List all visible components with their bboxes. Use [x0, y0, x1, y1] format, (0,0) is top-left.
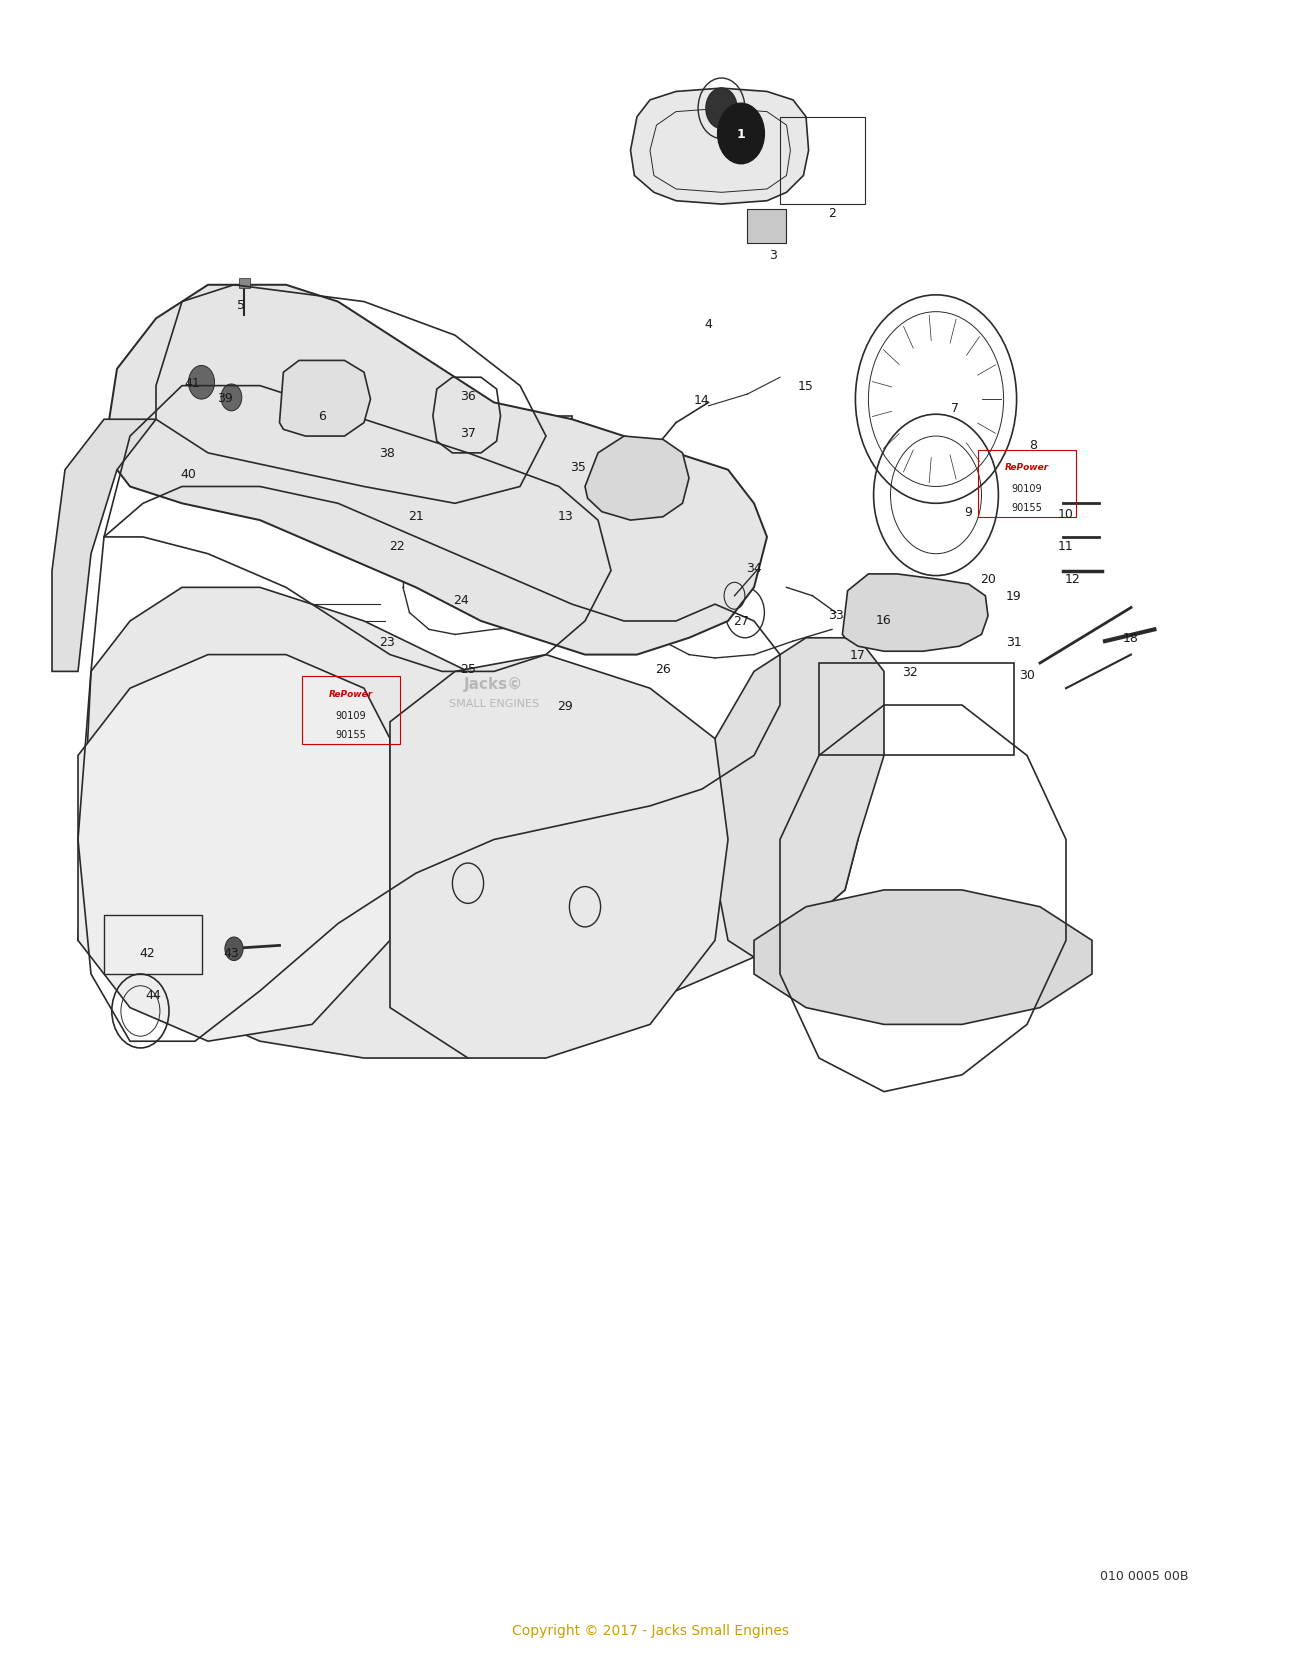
Bar: [978, 450, 1076, 517]
Text: Jacks©: Jacks©: [464, 677, 524, 690]
Text: 22: 22: [389, 539, 404, 553]
Text: 90155: 90155: [335, 729, 367, 739]
Text: 20: 20: [980, 573, 996, 586]
Circle shape: [395, 561, 411, 581]
Text: 1: 1: [737, 128, 745, 141]
Bar: [747, 210, 786, 244]
Text: 32: 32: [902, 665, 918, 679]
Bar: [104, 916, 202, 974]
Text: 36: 36: [460, 390, 476, 403]
Polygon shape: [390, 655, 728, 1058]
Text: 12: 12: [1065, 573, 1080, 586]
Polygon shape: [52, 420, 156, 672]
Text: 44: 44: [146, 988, 161, 1001]
Text: RePower: RePower: [329, 689, 373, 699]
Bar: [507, 417, 572, 484]
Text: Copyright © 2017 - Jacks Small Engines: Copyright © 2017 - Jacks Small Engines: [511, 1623, 789, 1636]
Text: 17: 17: [850, 648, 866, 662]
Text: 41: 41: [185, 376, 200, 390]
Polygon shape: [78, 588, 858, 1058]
Text: 14: 14: [694, 393, 710, 407]
Text: 010 0005 00B: 010 0005 00B: [1100, 1569, 1188, 1583]
Text: 29: 29: [558, 699, 573, 712]
Text: 34: 34: [746, 561, 762, 575]
Polygon shape: [78, 655, 390, 1042]
Text: 5: 5: [237, 299, 244, 312]
Circle shape: [393, 528, 413, 554]
Text: 7: 7: [952, 402, 959, 415]
Circle shape: [706, 89, 737, 129]
Text: 25: 25: [460, 662, 476, 675]
Polygon shape: [754, 890, 1092, 1025]
Bar: [342, 407, 413, 474]
Text: 27: 27: [733, 615, 749, 628]
Text: 8: 8: [1030, 438, 1037, 452]
Text: 18: 18: [1123, 632, 1139, 645]
Circle shape: [225, 937, 243, 961]
Polygon shape: [280, 361, 370, 437]
Text: 90155: 90155: [1011, 502, 1043, 512]
Text: 42: 42: [139, 946, 155, 959]
Text: 37: 37: [460, 427, 476, 440]
Text: 31: 31: [1006, 635, 1022, 648]
Polygon shape: [104, 286, 767, 655]
Text: 15: 15: [798, 380, 814, 393]
Text: 6: 6: [318, 410, 326, 423]
Text: 16: 16: [876, 613, 892, 627]
Circle shape: [718, 104, 764, 165]
Text: 90109: 90109: [1011, 484, 1043, 494]
Bar: [239, 279, 250, 289]
Text: 19: 19: [1006, 590, 1022, 603]
Text: 38: 38: [380, 447, 395, 460]
Text: 33: 33: [828, 608, 844, 622]
Text: 43: 43: [224, 946, 239, 959]
Polygon shape: [630, 89, 809, 205]
Text: 4: 4: [705, 318, 712, 331]
Text: 21: 21: [408, 509, 424, 522]
Bar: [819, 664, 1014, 756]
Bar: [302, 677, 400, 744]
Text: 40: 40: [181, 467, 196, 480]
Polygon shape: [842, 575, 988, 652]
Polygon shape: [715, 638, 884, 958]
Circle shape: [188, 366, 215, 400]
Text: 39: 39: [217, 391, 233, 405]
Bar: [780, 118, 865, 205]
Text: 13: 13: [558, 509, 573, 522]
Text: 26: 26: [655, 662, 671, 675]
Text: 90109: 90109: [335, 711, 367, 721]
Polygon shape: [585, 437, 689, 521]
Text: 24: 24: [454, 593, 469, 606]
Text: 30: 30: [1019, 669, 1035, 682]
Text: 9: 9: [965, 506, 972, 519]
Text: 23: 23: [380, 635, 395, 648]
Text: 35: 35: [571, 460, 586, 474]
Text: RePower: RePower: [1005, 462, 1049, 472]
Text: 11: 11: [1058, 539, 1074, 553]
Text: 3: 3: [770, 249, 777, 262]
Text: SMALL ENGINES: SMALL ENGINES: [448, 699, 540, 709]
Text: 10: 10: [1058, 507, 1074, 521]
Circle shape: [221, 385, 242, 412]
Text: 2: 2: [828, 207, 836, 220]
